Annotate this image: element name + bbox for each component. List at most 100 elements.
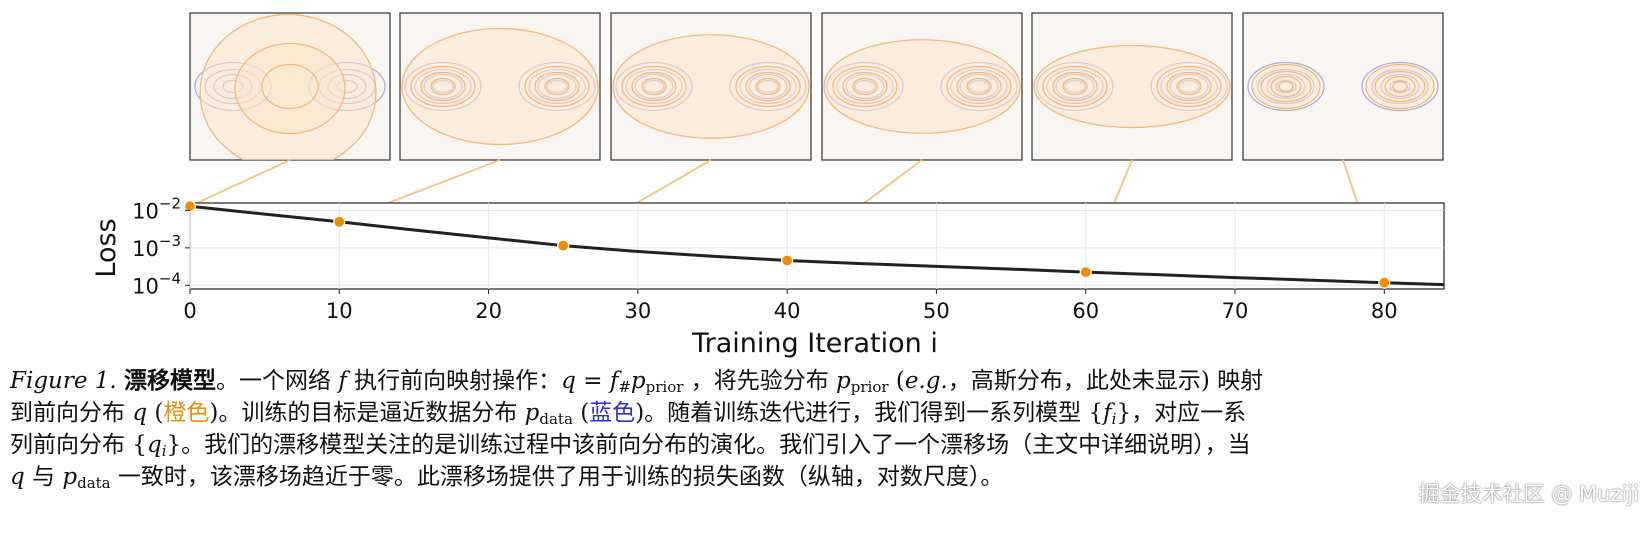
q-contour [1062,77,1088,96]
distribution-panel [610,12,812,161]
q-contour [1260,70,1312,103]
q-contour [842,71,888,102]
math-sub: prior [645,378,684,396]
q-contour [621,65,687,108]
distribution-panel [189,12,391,161]
math-q: q [146,432,162,458]
q-contour [1042,65,1108,108]
orange-word: 橙色 [163,400,210,426]
caption-text: ，高斯分布，此处未显示) 映射 [947,368,1264,394]
x-tick-label: 20 [475,299,502,323]
caption-text: 与 [24,464,63,490]
q-contour [1033,44,1231,129]
math-sub: # [618,378,631,396]
q-contour [755,77,781,96]
q-contour [1392,80,1408,93]
distribution-panel [399,12,601,161]
q-contour [544,77,570,96]
math-p: p [62,464,78,490]
x-tick-label: 10 [326,299,353,323]
math-eq: = [575,368,610,394]
blue-word: 蓝色 [589,400,636,426]
math-q: q [132,400,148,426]
q-contour [1270,75,1302,98]
caption-text: )。随着训练迭代进行，我们得到一系列模型 { [635,400,1104,426]
x-tick-label: 0 [183,299,196,323]
q-contour [524,65,590,108]
x-tick-label: 40 [774,299,801,323]
q-contour [1156,65,1222,108]
q-contour [234,42,346,135]
highlight-point [333,215,346,228]
math-q: q [10,464,25,490]
math-sub: data [77,474,111,492]
caption-title: 漂移模型 [124,367,217,394]
caption-text: }。我们的漂移模型关注的是训练过程中该前向分布的演化。我们引入了一个漂移场（主文… [166,432,1251,458]
y-tick-labels: 10−2 10−3 10−4 [132,194,190,298]
distribution-panel [1031,12,1233,161]
math-sub: data [539,410,573,428]
q-contour [430,77,456,96]
distribution-panels [189,12,1444,161]
caption-text: 执行前向映射操作： [346,368,562,394]
y-tick-label: 10−2 [132,194,181,223]
x-tick-labels: 0 10 20 30 40 50 60 70 80 [183,289,1398,323]
q-contour [852,77,878,96]
highlight-point [781,254,794,267]
caption-text: 一致时，该漂移场趋近于零。此漂移场提供了用于训练的损失函数（纵轴，对数尺度）。 [110,464,1004,490]
math-f: f [1103,400,1112,426]
y-tick-label: 10−4 [132,269,181,298]
watermark: 掘金技术社区 @ Muziji [1418,482,1639,506]
q-contour [1384,75,1416,98]
caption-text: ( [147,400,164,426]
math-sub: prior [850,378,889,396]
q-contour [401,27,599,146]
q-contour [420,71,466,102]
series-loss [189,204,1445,287]
distribution-panel [1242,12,1444,161]
distribution-panel [821,12,1023,161]
caption-text: ( [888,368,905,394]
x-tick-label: 30 [624,299,651,323]
loss-plot: 0 10 20 30 40 50 60 70 80 10−2 10−3 10−4 Training … [91,194,1445,359]
x-tick-label: 60 [1072,299,1099,323]
q-contour [946,65,1012,108]
caption-line-4: q 与 pdata 一致时，该漂移场趋近于零。此漂移场提供了用于训练的损失函数（… [10,461,1555,493]
p-data-contour [1247,61,1325,112]
q-contour [745,71,791,102]
highlight-point [1079,265,1092,279]
highlight-points [183,200,1391,289]
q-contour [956,71,1002,102]
x-tick-label: 50 [923,299,950,323]
highlight-point [183,200,197,213]
q-contour [261,63,319,110]
q-contour [1052,71,1098,102]
math-sub: i [161,442,167,460]
p-data-contour [1361,61,1439,112]
plot-area [189,202,1445,290]
caption-line-3: 列前向分布 {qi}。我们的漂移模型关注的是训练过程中该前向分布的演化。我们引入… [10,429,1555,461]
caption-text: )。训练的目标是逼近数据分布 [209,400,525,426]
highlight-point [1378,276,1391,289]
caption-text: ，将先验分布 [683,368,837,394]
caption-eg: e.g. [904,368,948,394]
q-contour [641,77,667,96]
q-contour [966,77,992,96]
y-axis-label: Loss [91,218,122,277]
math-p: p [630,368,646,394]
q-contour [1176,77,1202,96]
y-tick-label: 10−3 [132,232,181,261]
q-contour [823,39,1021,134]
math-q: q [561,368,576,394]
caption-text: 列前向分布 { [10,432,147,458]
figure-label: Figure 1. [10,368,117,394]
q-contour [1166,71,1212,102]
figure-chart: 0 10 20 30 40 50 60 70 80 10−2 10−3 10−4 Training … [91,12,1445,359]
caption-text: ( [572,400,590,426]
q-contour [832,65,898,108]
q-contour [631,71,677,102]
x-axis-label: Training Iteration i [691,328,938,359]
math-p: p [836,368,851,394]
series-line [189,204,1445,287]
q-contour [1374,70,1426,103]
